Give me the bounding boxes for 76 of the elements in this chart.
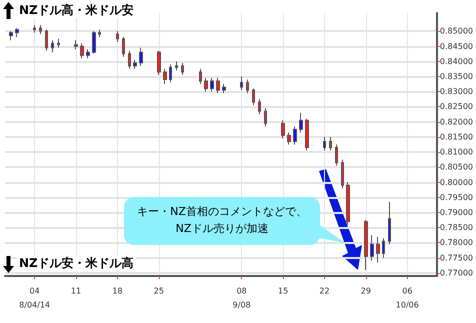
candlestick: [80, 42, 84, 59]
annotation: NZドル高・米ドル安: [17, 3, 136, 18]
y-tick-label: 0.82500: [440, 102, 474, 112]
x-tick-label: 06 10/06: [396, 286, 419, 310]
x-tick-label: 11: [70, 286, 82, 296]
x-tick-label: 18: [112, 286, 123, 296]
candlestick: [240, 76, 243, 91]
candlestick: [15, 28, 19, 38]
candlestick: [122, 36, 125, 58]
candlestick: [210, 77, 214, 92]
candlestick: [252, 88, 255, 106]
candlestick: [51, 40, 54, 53]
candlestick: [287, 132, 291, 145]
candlestick: [139, 47, 143, 66]
x-tick-label: 22: [319, 286, 330, 296]
annotation: キー・NZ首相のコメントなどで、 NZドル売りが加速: [136, 204, 308, 237]
candlestick: [264, 108, 267, 127]
y-tick-label: 0.80500: [440, 162, 474, 172]
candlestick: [293, 126, 297, 145]
candlestick: [175, 60, 178, 71]
candlestick: [376, 236, 380, 263]
y-tick-label: 0.79000: [440, 208, 474, 218]
y-tick-label: 0.84000: [440, 56, 474, 66]
candlestick: [222, 84, 226, 94]
candlestick: [92, 30, 96, 54]
candlestick: [133, 59, 137, 70]
candlestick: [169, 64, 172, 84]
candlestick: [258, 98, 261, 115]
y-tick-label: 0.82000: [440, 117, 474, 126]
candlestick: [204, 77, 208, 92]
x-tick-label: 29: [360, 286, 372, 296]
x-tick-label: 08 9/08: [232, 286, 251, 310]
candlestick: [9, 30, 13, 41]
candlestick: [323, 136, 326, 152]
candlestick: [246, 79, 249, 94]
y-tick-label: 0.85000: [440, 26, 474, 36]
candlestick: [299, 112, 303, 133]
annotation: NZドル安・米ドル高: [17, 256, 136, 271]
candlestick: [33, 24, 36, 34]
candlestick: [157, 50, 161, 76]
candlestick: [45, 29, 48, 52]
candlestick: [382, 238, 385, 258]
y-tick-label: 0.83500: [440, 72, 474, 81]
y-tick-label: 0.79500: [440, 192, 474, 202]
candlestick: [341, 159, 344, 189]
y-tick-label: 0.84500: [440, 42, 474, 51]
candlestick: [335, 144, 338, 166]
y-tick-label: 0.78500: [440, 223, 474, 232]
candlestick: [370, 234, 374, 262]
candlestick: [128, 50, 131, 70]
y-tick-label: 0.78000: [440, 238, 474, 248]
candlestick: [86, 48, 90, 59]
x-tick-label: 15: [278, 286, 288, 296]
candlestick: [116, 30, 119, 42]
candlestick: [57, 38, 60, 48]
y-tick-label: 0.81000: [440, 148, 474, 157]
x-tick-label: 04 8/04/14: [19, 286, 50, 310]
candlestick: [329, 136, 332, 152]
candlestick: [74, 40, 78, 50]
y-tick-label: 0.80000: [440, 178, 474, 187]
candlestick: [388, 201, 391, 245]
y-tick-label: 0.77500: [440, 253, 474, 262]
candlestick: [98, 29, 101, 38]
candlestick: [346, 182, 350, 226]
y-tick-label: 0.83000: [440, 87, 474, 96]
y-tick-label: 0.81500: [440, 132, 474, 142]
candlestick: [39, 24, 42, 35]
y-tick-label: 0.77000: [440, 268, 474, 278]
candlestick: [281, 120, 285, 139]
candlestick: [216, 77, 220, 94]
candlestick: [199, 68, 202, 85]
x-tick-label: 25: [154, 286, 164, 296]
candlestick: [305, 118, 309, 152]
candlestick: [181, 62, 184, 76]
candlestick: [364, 220, 368, 270]
candlestick: [163, 68, 167, 85]
